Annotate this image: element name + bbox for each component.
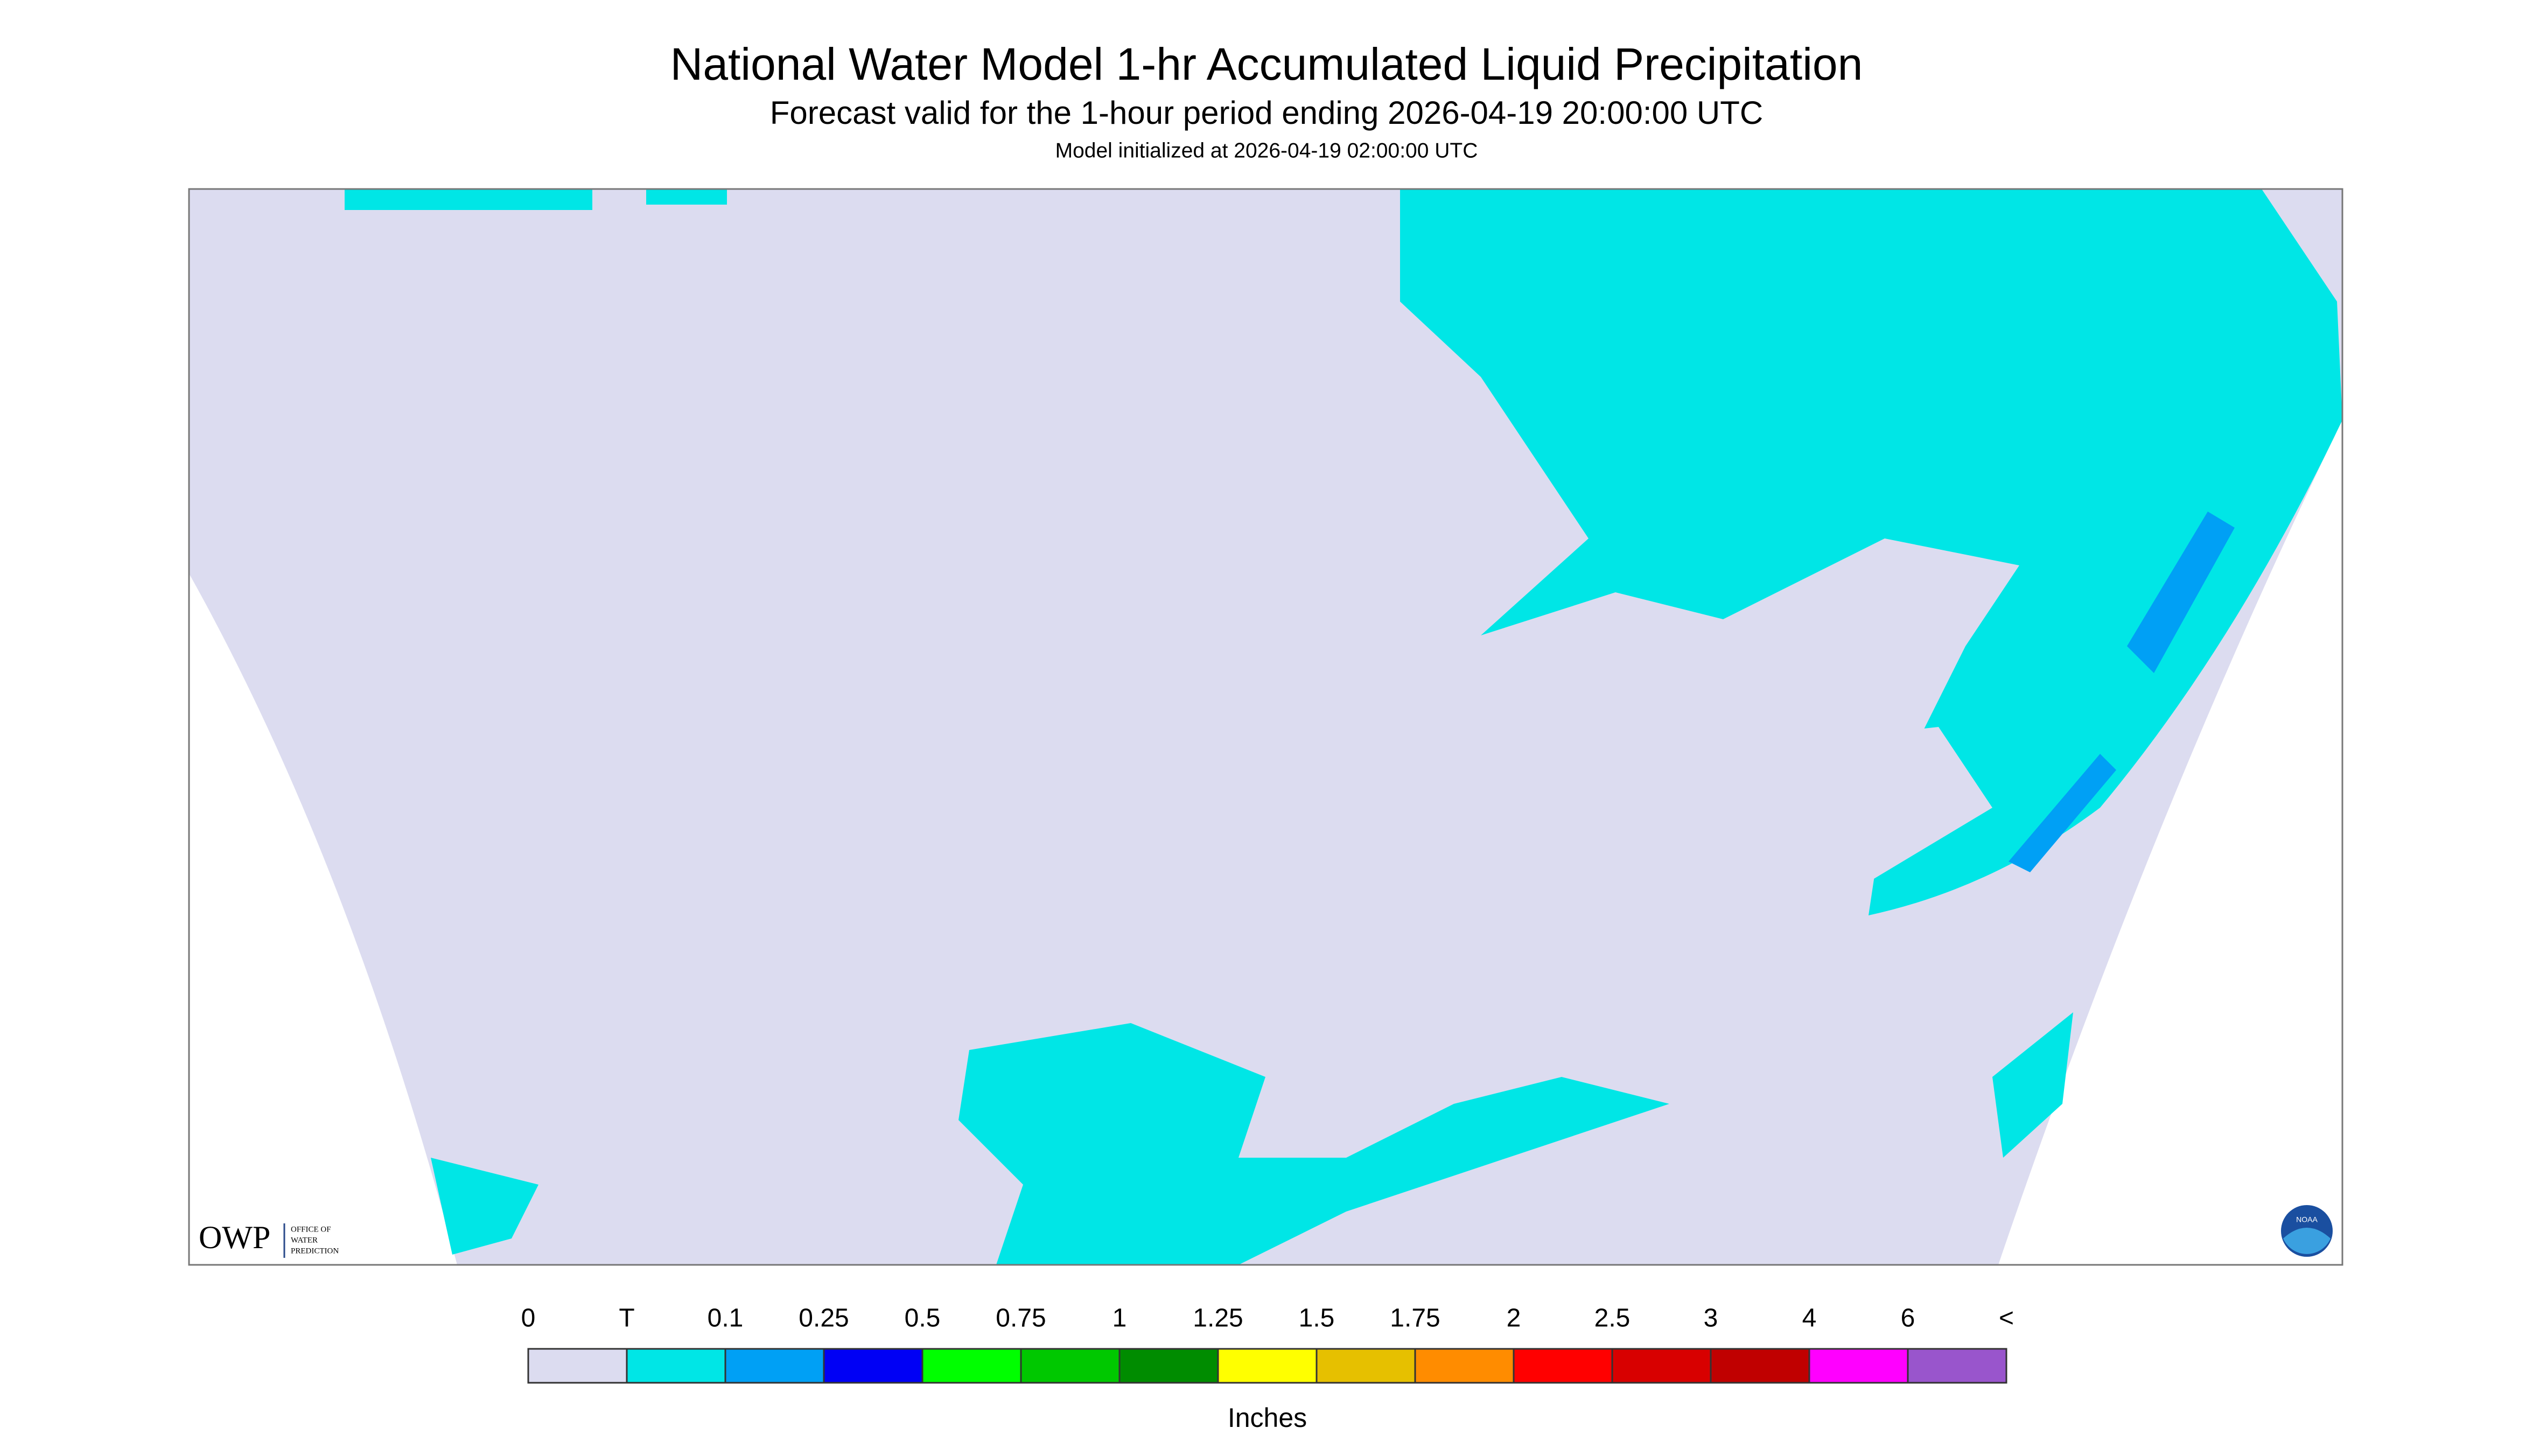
legend-swatch [1907, 1348, 2007, 1384]
owp-logo: OWP [199, 1220, 270, 1255]
legend-swatch [1710, 1348, 1810, 1384]
subtitle: Forecast valid for the 1-hour period end… [770, 95, 1763, 131]
legend-swatch [1611, 1348, 1712, 1384]
owp-text: PREDICTION [291, 1247, 339, 1255]
legend-label: 2.5 [1594, 1304, 1631, 1333]
legend: 0 T 0.1 0.25 0.5 0.75 1 1.25 1.5 1.75 2 2.5 3 4 6 < Inch… [521, 1304, 2014, 1433]
legend-swatch [626, 1348, 726, 1384]
legend-label: 1 [1112, 1304, 1127, 1333]
legend-swatch [1513, 1348, 1613, 1384]
title: National Water Model 1-hr Accumulated Li… [670, 39, 1863, 89]
legend-unit: Inches [1228, 1403, 1307, 1433]
legend-label: 1.25 [1193, 1304, 1243, 1333]
legend-label: 0.25 [799, 1304, 849, 1333]
noaa-text: NOAA [2296, 1215, 2318, 1224]
legend-swatch [1118, 1348, 1219, 1384]
legend-label: T [619, 1304, 634, 1333]
legend-swatch [1808, 1348, 1909, 1384]
precip-northeast [1400, 189, 2342, 915]
legend-swatch [1316, 1348, 1416, 1384]
legend-label: 2 [1507, 1304, 1521, 1333]
legend-swatch [1217, 1348, 1318, 1384]
legend-swatch [527, 1348, 628, 1384]
legend-label: 0.5 [905, 1304, 941, 1333]
legend-label: 0.75 [996, 1304, 1046, 1333]
precip-atlantic [1992, 1012, 2073, 1158]
precip-north [345, 189, 727, 210]
map-frame [188, 188, 2343, 1266]
precip-heavier [2009, 512, 2235, 872]
legend-swatch [1020, 1348, 1121, 1384]
legend-label: 0.1 [708, 1304, 744, 1333]
owp-text: OFFICE OF [291, 1225, 331, 1234]
legend-swatch [724, 1348, 825, 1384]
legend-label: 1.75 [1390, 1304, 1440, 1333]
legend-label: < [1999, 1304, 2014, 1333]
owp-text: WATER [291, 1236, 318, 1244]
legend-swatch [921, 1348, 1022, 1384]
legend-swatch [1414, 1348, 1515, 1384]
map: OWP OFFICE OF WATER PREDICTION NOAA [188, 188, 2343, 1266]
dry-pocket [1696, 727, 1992, 888]
precip-gulf [958, 1023, 1669, 1265]
init-note: Model initialized at 2026-04-19 02:00:00… [1055, 139, 1478, 162]
legend-swatch [823, 1348, 923, 1384]
precip-areas [345, 189, 2342, 1265]
precip-pacific [431, 1158, 538, 1255]
legend-label: 0 [521, 1304, 536, 1333]
legend-label: 4 [1802, 1304, 1817, 1333]
legend-label: 3 [1704, 1304, 1718, 1333]
legend-label: 6 [1901, 1304, 1915, 1333]
legend-label: 1.5 [1299, 1304, 1335, 1333]
